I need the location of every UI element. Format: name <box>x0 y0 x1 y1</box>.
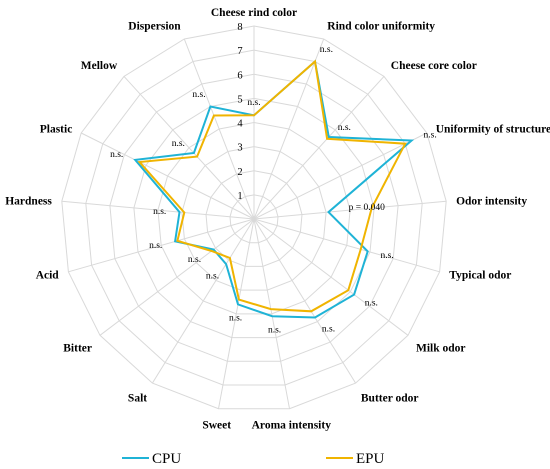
significance-label: n.s. <box>206 271 219 281</box>
grid-ring <box>85 49 423 386</box>
radial-tick-labels: 1 2 3 4 5 6 7 8 <box>237 22 243 202</box>
series-cpu-line <box>133 59 415 319</box>
significance-label: n.s. <box>172 139 185 149</box>
significance-label: n.s. <box>188 255 201 265</box>
axis-label: Rind color uniformity <box>327 21 435 33</box>
tick-label: 8 <box>237 22 242 33</box>
radar-series <box>133 59 415 319</box>
axis-label: Plastic <box>40 124 73 136</box>
tick-label: 4 <box>237 119 243 130</box>
grid-ring <box>61 25 447 410</box>
axis-label: Uniformity of structure <box>436 124 550 136</box>
radar-grid <box>61 25 447 410</box>
significance-label: n.s. <box>424 131 437 141</box>
axis-label: Butter odor <box>361 393 419 405</box>
significance-label: n.s. <box>149 241 162 251</box>
axis-label: Salt <box>128 393 147 405</box>
legend-label-cpu: CPU <box>152 451 181 467</box>
significance-label: n.s. <box>247 98 260 108</box>
significance-label: n.s. <box>365 299 378 309</box>
significance-label: n.s. <box>338 123 351 133</box>
axis-label: Odor intensity <box>456 195 527 207</box>
legend: CPU EPU <box>122 451 385 467</box>
significance-label: n.s. <box>268 325 281 335</box>
grid-ring <box>181 146 327 291</box>
legend-label-epu: EPU <box>356 451 385 467</box>
tick-label: 6 <box>237 70 242 81</box>
axis-label: Bitter <box>63 342 92 354</box>
axis-labels: Cheese rind color Rind color uniformity Ch… <box>5 7 550 432</box>
axis-label: Acid <box>36 270 60 282</box>
tick-label: 3 <box>237 143 242 154</box>
axis-label: Sweet <box>202 420 231 432</box>
grid-ring <box>229 194 279 244</box>
grid-ring <box>133 97 375 339</box>
significance-label: n.s. <box>110 150 123 160</box>
series-epu-line <box>137 59 407 313</box>
significance-labels: n.s. n.s. n.s. n.s. p = 0.040 n.s. n.s. n.s. n.s… <box>110 45 437 335</box>
significance-label: n.s. <box>153 207 166 217</box>
axis-label: Dispersion <box>128 21 181 33</box>
axis-label: Aroma intensity <box>252 420 332 432</box>
axis-label: Cheese rind color <box>211 7 297 19</box>
tick-label: 2 <box>237 167 242 178</box>
significance-label: n.s. <box>192 90 205 100</box>
tick-label: 5 <box>237 94 242 105</box>
tick-label: 1 <box>237 191 242 202</box>
axis-label: Mellow <box>81 60 118 72</box>
significance-label: n.s. <box>322 325 335 335</box>
axis-label: Typical odor <box>449 270 511 282</box>
significance-label: n.s. <box>320 45 333 55</box>
grid-ring <box>205 170 303 267</box>
grid-ring <box>157 121 351 315</box>
grid-ring <box>109 73 399 362</box>
significance-label: n.s. <box>229 313 242 323</box>
axis-label: Milk odor <box>416 342 466 354</box>
significance-label: n.s. <box>381 251 394 261</box>
tick-label: 7 <box>237 46 242 57</box>
axis-label: Hardness <box>5 195 52 207</box>
significance-label: p = 0.040 <box>349 203 385 213</box>
axis-label: Cheese core color <box>391 60 477 72</box>
